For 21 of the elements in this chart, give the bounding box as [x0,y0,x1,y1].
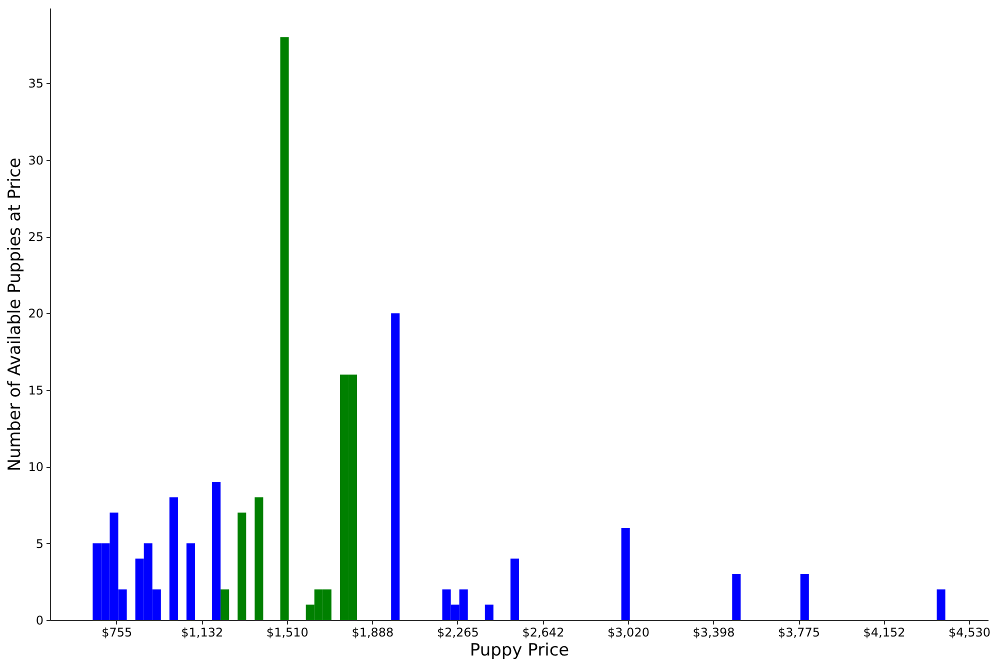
y-axis-title: Number of Available Puppies at Price [5,158,26,472]
y-tick-label: 5 [36,536,44,551]
y-tick-label: 25 [28,230,44,244]
x-tick-label: $4,530 [948,626,991,640]
x-tick-label: $2,642 [522,626,564,640]
y-tick-label: 0 [36,614,44,628]
x-tick-label: $4,152 [863,626,906,640]
y-tick-label: 20 [28,306,44,321]
y-tick-label: 35 [28,76,44,91]
x-tick-label: $1,132 [181,626,224,640]
x-tick-label: $3,775 [778,626,820,640]
y-tick-label: 15 [28,383,44,398]
x-axis-title: Puppy Price [470,640,570,660]
x-tick-label: $3,398 [692,626,735,640]
y-tick-label: 10 [28,460,44,474]
x-tick-label: $1,888 [352,626,394,640]
x-tick-label: $755 [102,626,132,640]
x-tick-label: $2,265 [436,626,479,640]
y-tick-label: 30 [28,153,44,168]
x-tick-label: $1,510 [266,626,308,640]
x-tick-label: $3,020 [607,626,650,640]
